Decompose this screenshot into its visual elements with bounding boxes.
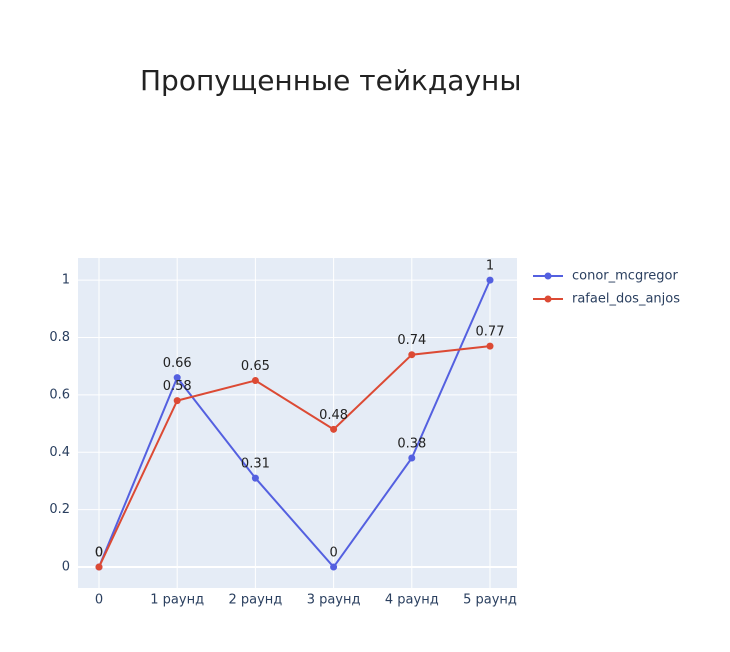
legend-label: conor_mcgregor [572, 269, 678, 284]
data-label: 0.77 [476, 325, 505, 340]
y-tick-label: 0.4 [49, 445, 70, 460]
data-label: 1 [486, 259, 494, 274]
point [173, 397, 181, 405]
series-line [98, 279, 491, 569]
x-tick-label: 2 раунд [228, 593, 282, 608]
data-label: 0.65 [241, 359, 270, 374]
data-label: 0.48 [319, 408, 348, 423]
point [251, 377, 259, 385]
legend-marker [544, 272, 552, 280]
data-label: 0.31 [241, 457, 270, 472]
data-label: 0.66 [163, 356, 192, 371]
x-tick-label: 5 раунд [463, 593, 517, 608]
y-tick-label: 1 [62, 273, 70, 288]
plot-background [78, 258, 517, 588]
point [330, 425, 338, 433]
data-label: 0 [95, 546, 103, 561]
data-label: 0.38 [397, 437, 426, 452]
legend-label: rafael_dos_anjos [572, 292, 680, 307]
series-line [98, 345, 491, 568]
point [251, 474, 259, 482]
point [408, 351, 416, 359]
data-label: 0.58 [163, 379, 192, 394]
x-tick-label: 3 раунд [307, 593, 361, 608]
x-tick-label: 1 раунд [150, 593, 204, 608]
x-tick-label: 0 [95, 593, 103, 608]
point [330, 563, 338, 571]
point [408, 454, 416, 462]
y-tick-label: 0 [62, 560, 70, 575]
point [486, 342, 494, 350]
legend-marker [544, 295, 552, 303]
data-label: 0 [329, 546, 337, 561]
y-tick-label: 0.2 [49, 502, 70, 517]
point [486, 276, 494, 284]
x-tick-label: 4 раунд [385, 593, 439, 608]
y-tick-label: 0.6 [49, 387, 70, 402]
point [173, 374, 181, 382]
chart-title: Пропущенные тейкдауны [140, 64, 521, 97]
data-label: 0 [95, 546, 103, 561]
y-tick-label: 0.8 [49, 330, 70, 345]
data-label: 0.74 [397, 333, 426, 348]
point [95, 563, 103, 571]
